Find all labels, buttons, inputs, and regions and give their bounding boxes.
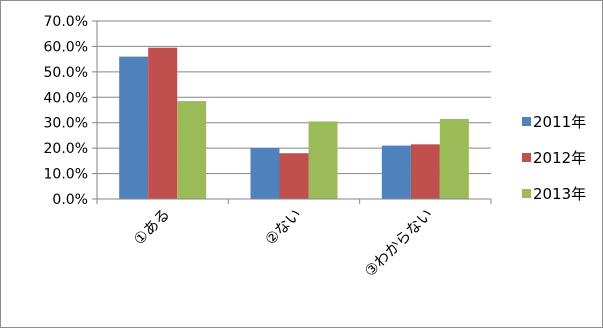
y-tick-label: 60.0% — [44, 39, 88, 55]
x-category-label: ②ない — [261, 205, 304, 248]
legend-swatch — [522, 117, 531, 126]
bar — [148, 47, 178, 200]
bar — [381, 145, 411, 199]
y-tick-label: 50.0% — [44, 65, 88, 81]
bars — [119, 47, 469, 200]
y-tick-label: 20.0% — [44, 141, 88, 157]
y-tick-label: 10.0% — [44, 167, 88, 183]
x-category-label: ③わからない — [361, 205, 436, 280]
bar — [308, 121, 338, 199]
bar — [410, 144, 440, 199]
bar — [439, 118, 469, 199]
y-tick-label: 30.0% — [44, 116, 88, 132]
x-category-label: ①ある — [130, 205, 173, 248]
legend-swatch — [522, 189, 531, 198]
bar — [279, 153, 309, 199]
legend-label: 2011年 — [533, 113, 586, 131]
bar — [177, 101, 207, 199]
y-axis: 0.0% 10.0% 20.0% 30.0% 40.0% 50.0% 60.0% 70.0% — [44, 14, 98, 208]
y-tick-label: 0.0% — [52, 192, 88, 208]
legend-label: 2013年 — [533, 185, 586, 203]
bar — [250, 148, 280, 199]
x-axis: ①ある ②ない ③わからない — [96, 198, 492, 280]
legend: 2011年 2012年 2013年 — [522, 113, 586, 203]
legend-label: 2012年 — [533, 149, 586, 167]
y-tick-label: 70.0% — [44, 14, 88, 30]
y-tick-label: 40.0% — [44, 90, 88, 106]
bar — [119, 56, 149, 199]
legend-swatch — [522, 153, 531, 162]
